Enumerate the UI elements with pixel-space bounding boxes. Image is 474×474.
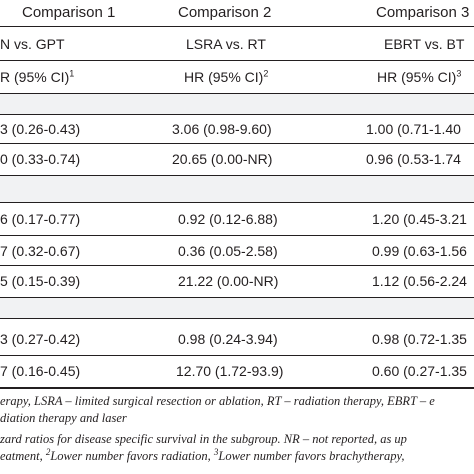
row-rule [0, 143, 474, 144]
table-row-4-col-1: 7 (0.32-0.67) [0, 242, 80, 260]
table-bottom-rule [0, 387, 474, 389]
table-row-6-col-2: 0.98 (0.24-3.94) [178, 330, 278, 348]
footnote-line-4: eatment, 2Lower number favors radiation,… [0, 448, 405, 464]
table-row-7-col-2: 12.70 (1.72-93.9) [176, 362, 283, 380]
table-row-2-col-1: 0 (0.33-0.74) [0, 150, 80, 168]
table-row-5-col-3: 1.12 (0.56-2.24 [372, 272, 467, 290]
row-rule [0, 265, 474, 266]
header-rule-top [0, 26, 474, 27]
table-row-3-col-1: 6 (0.17-0.77) [0, 210, 80, 228]
group-3-header: EBRT vs. BT [384, 35, 464, 53]
hr-label-3: HR (95% CI)3 [377, 68, 461, 86]
table-row-2-col-3: 0.96 (0.53-1.74 [366, 150, 461, 168]
group-1-header: N vs. GPT [0, 35, 65, 53]
table-row-4-col-2: 0.36 (0.05-2.58) [178, 242, 278, 260]
row-rule [0, 235, 474, 236]
block-3-label-band [0, 298, 474, 318]
header-rule-mid [0, 60, 474, 61]
hr-label-1: R (95% CI)1 [0, 68, 74, 86]
table-row-7-col-3: 0.60 (0.27-1.35 [372, 362, 467, 380]
comparison-2-header: Comparison 2 [178, 4, 271, 22]
block-2-rule [0, 202, 474, 203]
table-row-1-col-1: 3 (0.26-0.43) [0, 120, 80, 138]
hr-label-2: HR (95% CI)2 [184, 68, 268, 86]
table-row-6-col-1: 3 (0.27-0.42) [0, 330, 80, 348]
group-2-header: LSRA vs. RT [186, 35, 266, 53]
block-2-label-band [0, 176, 474, 202]
block-3-rule [0, 318, 474, 319]
table-row-3-col-3: 1.20 (0.45-3.21 [372, 210, 467, 228]
footnote-line-2: diation therapy and laser [0, 410, 127, 426]
table-row-7-col-1: 7 (0.16-0.45) [0, 362, 80, 380]
comparison-1-header: Comparison 1 [22, 4, 115, 22]
table-row-5-col-2: 21.22 (0.00-NR) [178, 272, 278, 290]
table-row-5-col-1: 5 (0.15-0.39) [0, 272, 80, 290]
comparison-3-header: Comparison 3 [376, 4, 469, 22]
footnote-line-3: zard ratios for disease specific surviva… [0, 431, 407, 447]
footnote-line-1: erapy, LSRA – limited surgical resection… [0, 393, 435, 409]
table-row-1-col-2: 3.06 (0.98-9.60) [172, 120, 272, 138]
table-row-4-col-3: 0.99 (0.63-1.56 [372, 242, 467, 260]
table-row-6-col-3: 0.98 (0.72-1.35 [372, 330, 467, 348]
table-row-2-col-2: 20.65 (0.00-NR) [172, 150, 272, 168]
table-row-1-col-3: 1.00 (0.71-1.40 [366, 120, 461, 138]
row-rule [0, 355, 474, 356]
block-1-rule [0, 114, 474, 115]
block-1-label-band [0, 94, 474, 114]
table-row-3-col-2: 0.92 (0.12-6.88) [178, 210, 278, 228]
